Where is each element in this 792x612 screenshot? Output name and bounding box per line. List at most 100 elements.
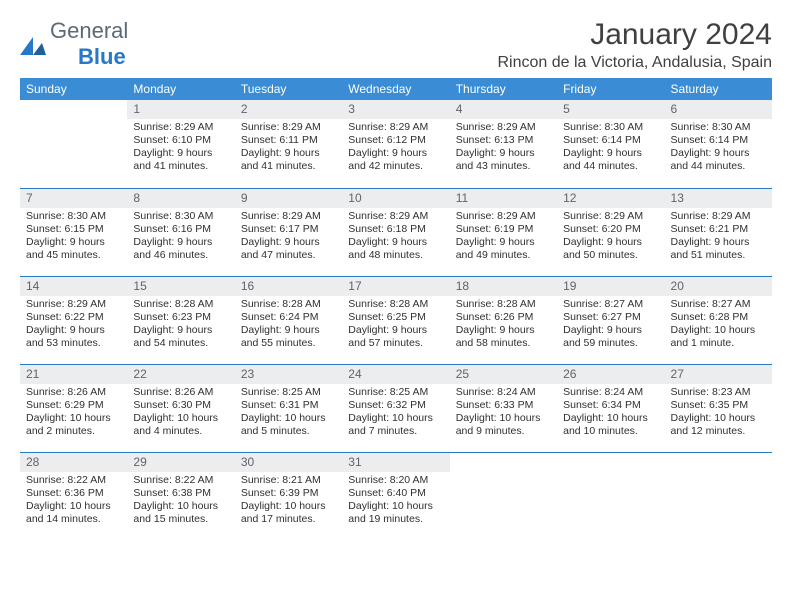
day-number: 9 [235,189,342,208]
month-title: January 2024 [497,18,772,52]
weekday-header: Wednesday [342,78,449,100]
daylight-text: Daylight: 9 hours and 46 minutes. [133,236,228,262]
day-body: Sunrise: 8:29 AMSunset: 6:20 PMDaylight:… [557,208,664,267]
day-number: 4 [450,100,557,119]
daylight-text: Daylight: 9 hours and 48 minutes. [348,236,443,262]
daylight-text: Daylight: 9 hours and 44 minutes. [671,147,766,173]
sunset-text: Sunset: 6:24 PM [241,311,336,324]
calendar-day-cell: 16Sunrise: 8:28 AMSunset: 6:24 PMDayligh… [235,276,342,364]
calendar-day-cell: 15Sunrise: 8:28 AMSunset: 6:23 PMDayligh… [127,276,234,364]
day-number: 24 [342,365,449,384]
daylight-text: Daylight: 9 hours and 43 minutes. [456,147,551,173]
daylight-text: Daylight: 10 hours and 5 minutes. [241,412,336,438]
day-body: Sunrise: 8:29 AMSunset: 6:21 PMDaylight:… [665,208,772,267]
sunrise-text: Sunrise: 8:27 AM [671,298,766,311]
day-number: 10 [342,189,449,208]
calendar-day-cell: 7Sunrise: 8:30 AMSunset: 6:15 PMDaylight… [20,188,127,276]
sunset-text: Sunset: 6:38 PM [133,487,228,500]
sunrise-text: Sunrise: 8:25 AM [348,386,443,399]
sunrise-text: Sunrise: 8:22 AM [26,474,121,487]
calendar-day-cell: 17Sunrise: 8:28 AMSunset: 6:25 PMDayligh… [342,276,449,364]
calendar-day-cell: 31Sunrise: 8:20 AMSunset: 6:40 PMDayligh… [342,452,449,540]
day-number: 21 [20,365,127,384]
calendar-day-cell: 8Sunrise: 8:30 AMSunset: 6:16 PMDaylight… [127,188,234,276]
sunrise-text: Sunrise: 8:29 AM [133,121,228,134]
day-number: 26 [557,365,664,384]
day-body: Sunrise: 8:28 AMSunset: 6:26 PMDaylight:… [450,296,557,355]
calendar-day-cell: 5Sunrise: 8:30 AMSunset: 6:14 PMDaylight… [557,100,664,188]
sunset-text: Sunset: 6:26 PM [456,311,551,324]
day-body: Sunrise: 8:28 AMSunset: 6:25 PMDaylight:… [342,296,449,355]
day-number: 16 [235,277,342,296]
calendar-day-cell: 1Sunrise: 8:29 AMSunset: 6:10 PMDaylight… [127,100,234,188]
day-body: Sunrise: 8:25 AMSunset: 6:32 PMDaylight:… [342,384,449,443]
logo-word2: Blue [78,44,126,69]
day-body: Sunrise: 8:27 AMSunset: 6:28 PMDaylight:… [665,296,772,355]
day-body: Sunrise: 8:29 AMSunset: 6:11 PMDaylight:… [235,119,342,178]
daylight-text: Daylight: 10 hours and 9 minutes. [456,412,551,438]
sunrise-text: Sunrise: 8:28 AM [348,298,443,311]
weekday-header-row: Sunday Monday Tuesday Wednesday Thursday… [20,78,772,100]
calendar-week-row: .1Sunrise: 8:29 AMSunset: 6:10 PMDayligh… [20,100,772,188]
sunset-text: Sunset: 6:15 PM [26,223,121,236]
daylight-text: Daylight: 10 hours and 15 minutes. [133,500,228,526]
sunrise-text: Sunrise: 8:26 AM [26,386,121,399]
daylight-text: Daylight: 9 hours and 59 minutes. [563,324,658,350]
calendar-table: Sunday Monday Tuesday Wednesday Thursday… [20,78,772,540]
sunrise-text: Sunrise: 8:28 AM [241,298,336,311]
calendar-day-cell: . [450,452,557,540]
daylight-text: Daylight: 9 hours and 41 minutes. [133,147,228,173]
daylight-text: Daylight: 9 hours and 54 minutes. [133,324,228,350]
sunrise-text: Sunrise: 8:28 AM [133,298,228,311]
daylight-text: Daylight: 9 hours and 49 minutes. [456,236,551,262]
day-body: Sunrise: 8:29 AMSunset: 6:19 PMDaylight:… [450,208,557,267]
daylight-text: Daylight: 10 hours and 19 minutes. [348,500,443,526]
sunrise-text: Sunrise: 8:28 AM [456,298,551,311]
sunrise-text: Sunrise: 8:20 AM [348,474,443,487]
sunset-text: Sunset: 6:36 PM [26,487,121,500]
sunset-text: Sunset: 6:10 PM [133,134,228,147]
daylight-text: Daylight: 9 hours and 42 minutes. [348,147,443,173]
day-body: Sunrise: 8:24 AMSunset: 6:33 PMDaylight:… [450,384,557,443]
sunset-text: Sunset: 6:21 PM [671,223,766,236]
sunset-text: Sunset: 6:27 PM [563,311,658,324]
sunset-text: Sunset: 6:14 PM [563,134,658,147]
day-number: 3 [342,100,449,119]
day-body: Sunrise: 8:25 AMSunset: 6:31 PMDaylight:… [235,384,342,443]
day-number: 5 [557,100,664,119]
sunrise-text: Sunrise: 8:29 AM [26,298,121,311]
day-number: 19 [557,277,664,296]
calendar-week-row: 7 Sunrise: 8:30 AM Sunset: 6:15 PM Daylight… [20,188,772,276]
calendar-day-cell: . [665,452,772,540]
sunset-text: Sunset: 6:19 PM [456,223,551,236]
day-body: Sunrise: 8:29 AMSunset: 6:18 PMDaylight:… [342,208,449,267]
sunset-text: Sunset: 6:28 PM [671,311,766,324]
calendar-day-cell: 10Sunrise: 8:29 AMSunset: 6:18 PMDayligh… [342,188,449,276]
header: General Blue January 2024 Rincon de la V… [20,18,772,72]
day-body: Sunrise: 8:30 AMSunset: 6:16 PMDaylight:… [127,208,234,267]
sunrise-text: Sunrise: 8:30 AM [563,121,658,134]
title-block: January 2024 Rincon de la Victoria, Anda… [497,18,772,72]
day-body: Sunrise: 8:30 AMSunset: 6:14 PMDaylight:… [557,119,664,178]
daylight-text: Daylight: 9 hours and 47 minutes. [241,236,336,262]
day-number: 30 [235,453,342,472]
sunset-text: Sunset: 6:20 PM [563,223,658,236]
daylight-text: Daylight: 10 hours and 12 minutes. [671,412,766,438]
daylight-text: Daylight: 9 hours and 41 minutes. [241,147,336,173]
day-number: 18 [450,277,557,296]
sunset-text: Sunset: 6:34 PM [563,399,658,412]
sunrise-text: Sunrise: 8:26 AM [133,386,228,399]
daylight-text: Daylight: 9 hours and 58 minutes. [456,324,551,350]
daylight-text: Daylight: 10 hours and 2 minutes. [26,412,121,438]
calendar-day-cell: 28Sunrise: 8:22 AMSunset: 6:36 PMDayligh… [20,452,127,540]
sunrise-text: Sunrise: 8:30 AM [133,210,228,223]
day-number: 7 [20,189,127,208]
sunset-text: Sunset: 6:31 PM [241,399,336,412]
calendar-day-cell: 27Sunrise: 8:23 AMSunset: 6:35 PMDayligh… [665,364,772,452]
calendar-day-cell: . [20,100,127,188]
day-number: 25 [450,365,557,384]
calendar-day-cell: 19Sunrise: 8:27 AMSunset: 6:27 PMDayligh… [557,276,664,364]
calendar-day-cell: 22Sunrise: 8:26 AMSunset: 6:30 PMDayligh… [127,364,234,452]
calendar-day-cell: 9Sunrise: 8:29 AMSunset: 6:17 PMDaylight… [235,188,342,276]
sunrise-text: Sunrise: 8:24 AM [456,386,551,399]
